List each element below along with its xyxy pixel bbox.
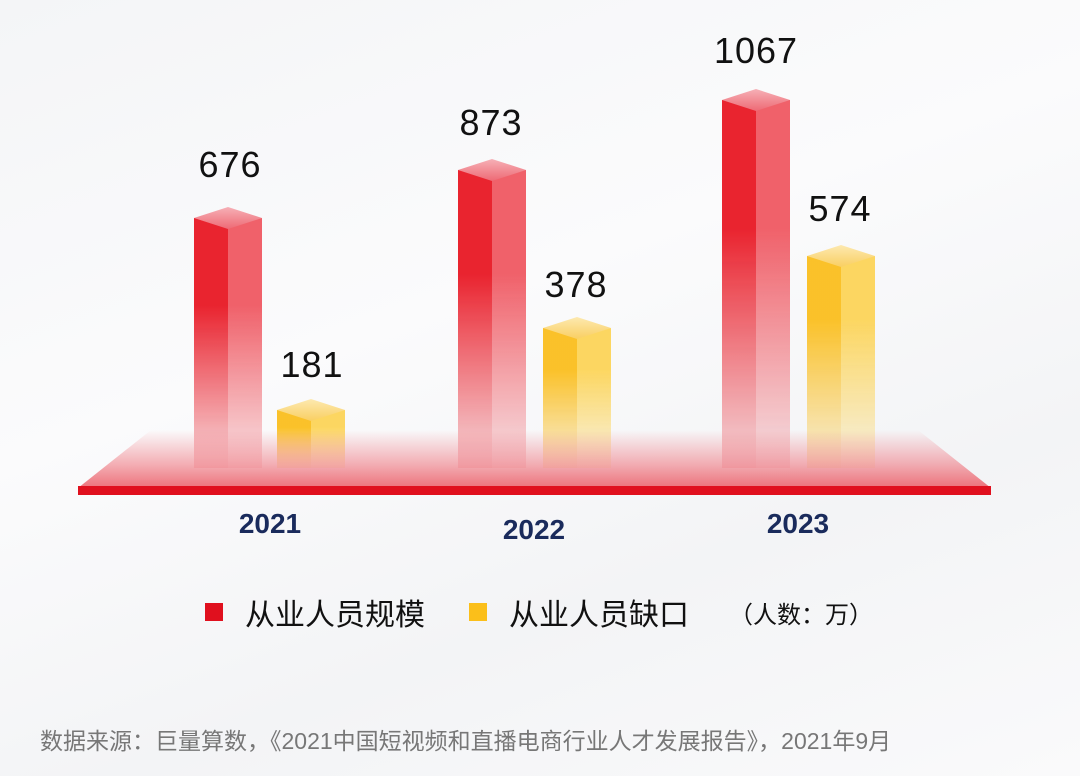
x-tick-2022: 2022 [502,514,566,545]
legend-item-scale: 从业人员规模 [205,590,425,634]
data-source-note: 数据来源：巨量算数，《2021中国短视频和直播电商行业人才发展报告》，2021年… [40,728,892,754]
legend-label-scale: 从业人员规模 [245,599,425,632]
x-tick-2021: 2021 [238,508,302,539]
legend-swatch-yellow [469,603,487,621]
value-label-gap-2022: 378 [544,264,608,305]
unit-label: （人数：万） [729,601,873,629]
legend-item-gap: 从业人员缺口 [469,590,689,634]
legend-label-gap: 从业人员缺口 [509,599,689,632]
value-label-gap-2023: 574 [808,188,872,229]
value-label-scale-2023: 1067 [713,30,799,71]
chart-floor [78,430,991,488]
x-tick-2023: 2023 [766,508,830,539]
value-label-gap-2021: 181 [280,344,344,385]
legend-swatch-red [205,603,223,621]
legend: 从业人员规模 从业人员缺口 （人数：万） [205,590,873,634]
bar-scale-2023 [722,89,790,468]
value-label-scale-2021: 676 [198,144,262,185]
value-label-scale-2022: 873 [459,102,523,143]
bar-scale-2021 [194,207,262,468]
bar-scale-2022 [458,159,526,468]
x-axis-baseline [78,486,991,495]
